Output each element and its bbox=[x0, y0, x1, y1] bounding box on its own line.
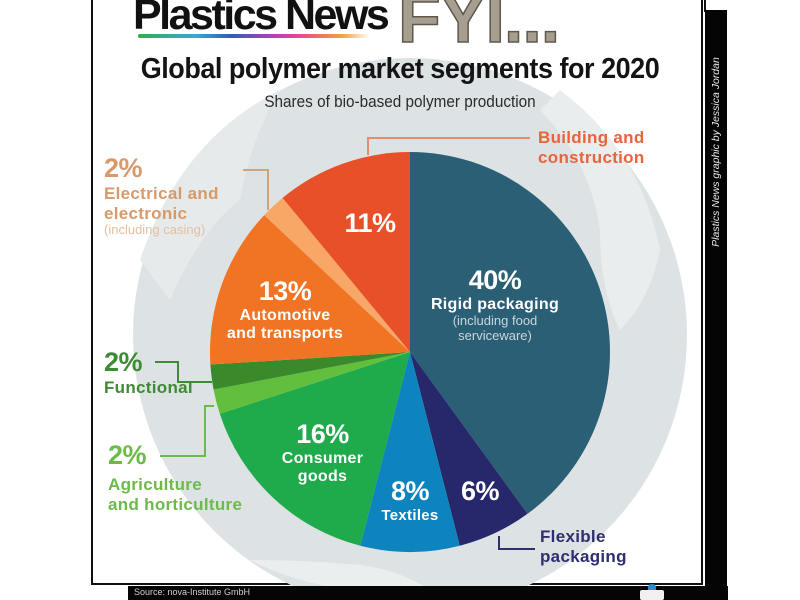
pie-slice-rigid-packaging bbox=[410, 152, 610, 514]
label-electrical: 2% Electrical and electronic (including … bbox=[104, 153, 219, 238]
globe-continent bbox=[250, 560, 430, 592]
label-automotive: 13% Automotive and transports bbox=[226, 276, 344, 343]
pie-slice-textiles bbox=[360, 352, 460, 553]
label-functional: 2% Functional bbox=[104, 347, 193, 398]
pie-slice-agriculture-and-horticulture bbox=[213, 352, 410, 414]
footer-bar bbox=[128, 586, 728, 600]
fyi-tagline: FYI... bbox=[397, 0, 561, 58]
source-note: Source: nova-Institute GmbH bbox=[134, 587, 251, 597]
footer-icon bbox=[640, 590, 664, 600]
leader-line-agriculture bbox=[160, 405, 214, 457]
leader-line-electrical bbox=[243, 169, 269, 210]
label-flexible-pct: 6% bbox=[460, 476, 500, 506]
globe-continent bbox=[540, 90, 660, 330]
label-textiles: 8% Textiles bbox=[381, 476, 439, 525]
label-building: Building and construction bbox=[538, 128, 645, 167]
leader-line-functional bbox=[155, 361, 212, 383]
label-consumer-goods: 16% Consumer goods bbox=[281, 419, 364, 486]
pie-slice-functional bbox=[210, 352, 410, 390]
brand-logo: Plastics News bbox=[133, 0, 390, 39]
label-flexible: Flexible packaging bbox=[540, 527, 627, 566]
pie-slice-electrical-and-electronic bbox=[264, 197, 410, 352]
label-rigid-packaging: 40% Rigid packaging (including food serv… bbox=[430, 265, 560, 344]
label-building-pct: 11% bbox=[344, 208, 396, 238]
leader-line-flexible bbox=[498, 536, 535, 550]
chart-title: Global polymer market segments for 2020 bbox=[140, 53, 660, 85]
frame-divider bbox=[704, 0, 706, 12]
pie-slices bbox=[209, 152, 610, 553]
pie-slice-consumer-goods bbox=[219, 352, 410, 546]
chart-subtitle: Shares of bio-based polymer production bbox=[264, 92, 536, 111]
pie-slice-flexible-packaging bbox=[410, 352, 528, 546]
footer-icon-dot bbox=[648, 584, 656, 590]
pie-slice-automotive-and-transports bbox=[209, 215, 410, 365]
globe-continent bbox=[140, 90, 280, 300]
label-agriculture: 2% Agriculture and horticulture bbox=[108, 440, 243, 514]
brand-rainbow-underline bbox=[138, 34, 370, 38]
credit-strip bbox=[705, 10, 727, 600]
pie-slice-building-and-construction bbox=[282, 152, 410, 352]
leader-line-building bbox=[367, 137, 530, 155]
